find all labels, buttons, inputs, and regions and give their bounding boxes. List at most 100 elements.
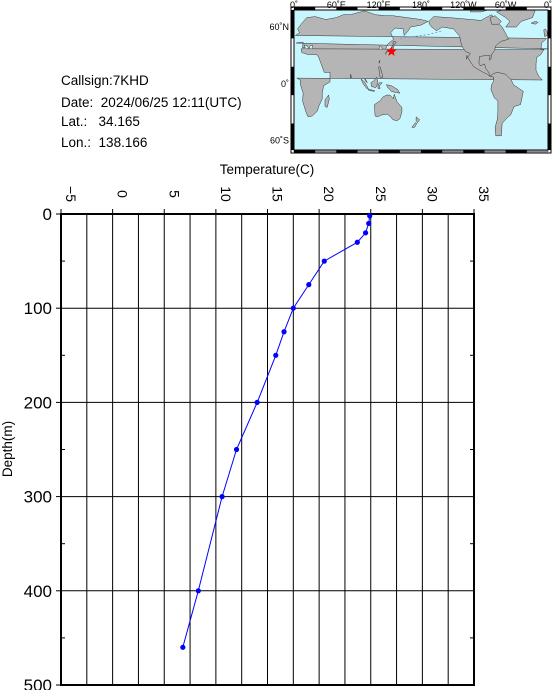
series-line [182,215,371,648]
data-point [321,258,327,264]
data-point [233,446,240,453]
land-baffin [489,15,502,25]
data-point [366,220,372,227]
y-axis-label: Depth(m) [0,421,15,477]
y-tick-label: 400 [24,582,52,601]
data-point [354,239,360,245]
data-point [195,588,201,594]
map-frame-segment [294,150,316,153]
land-new-zealand-north [415,116,420,124]
callsign-label: Callsign: [61,73,113,88]
map-lon-label: 120˚E [367,0,391,10]
lon-value: 138.166 [98,135,148,150]
temperature-profile-chart: −5 0 5 10 15 20 25 30 35 0 100 200 300 400 500 Tempera… [0,162,492,690]
location-star-icon [386,46,397,56]
y-tick-label: 0 [43,205,52,224]
x-tick-label: 25 [373,186,389,202]
lat-label: Lat.: [61,114,88,129]
axis-ticks: −5 0 5 10 15 20 25 30 35 0 100 200 300 400 500 [24,186,492,690]
data-point [367,213,373,219]
data-point [362,230,369,236]
map-frame-segment [294,7,316,10]
map-lon-label: 0˚ [544,0,552,10]
land-iceland [530,21,539,25]
map-frame-segment [505,7,527,10]
land-sri-lanka [350,74,353,79]
y-tick-label: 500 [24,676,52,690]
data-point [219,494,225,500]
map-frame-segment [421,150,443,153]
x-tick-label: 5 [166,190,182,198]
data-point [281,329,287,335]
map-frame-segment [336,150,358,153]
map-labels: 0˚ 60˚E 120˚E 180˚ 120˚W 60˚W 0˚ 60˚N 0˚ 60˚S [269,0,552,146]
map-frame-segment [421,7,443,10]
map-frame-segment [291,123,294,150]
map-frame-segment [378,7,400,10]
land-sumatra [360,78,370,91]
map-lat-label: 0˚ [281,79,289,89]
land-madagascar [324,94,330,108]
lon-row: Lon.: 138.166 [61,135,147,150]
data-point [273,352,279,358]
land-java [368,89,375,92]
map-lon-label: 180˚ [412,0,430,10]
x-tick-label: 10 [218,186,234,202]
map-frame-segment [548,66,551,96]
land-new-zealand-south [411,122,418,128]
data-point [180,644,186,650]
lat-row: Lat.: 34.165 [61,114,140,129]
data-point [290,305,296,311]
data-point [306,282,312,288]
map-frame [290,6,552,154]
map-frame-segment [291,10,294,39]
date-row: Date: 2024/06/25 12:11(UTC) [61,95,242,110]
map-frame-segment [336,7,358,10]
map-lon-label: 120˚W [450,0,477,10]
map-frame-segment [463,7,485,10]
lon-label: Lon.: [61,135,92,150]
map-boundary-line [399,30,443,39]
y-tick-label: 300 [24,488,52,507]
callsign-row: Callsign:7KHD [61,73,149,88]
map-frame-segment [548,10,551,39]
land-philippines [378,66,384,78]
y-tick-label: 100 [24,299,52,318]
map-lat-label: 60˚S [270,136,289,146]
land-taiwan [378,59,381,64]
map-lon-label: 60˚E [327,0,346,10]
x-tick-label: 30 [424,186,440,202]
date-label: Date: [61,95,94,110]
map-lat-label: 60˚N [269,22,289,32]
x-tick-label: 20 [321,186,337,202]
date-value: 2024/06/25 12:11(UTC) [100,95,242,110]
lat-value: 34.165 [98,114,140,129]
land-hokkaido [392,40,397,45]
land-australia [374,94,403,121]
x-tick-label: 15 [270,186,286,202]
x-tick-label: 35 [476,186,492,202]
x-tick-label: −5 [63,186,79,202]
map-frame-segment [378,150,400,153]
x-tick-label: 0 [115,190,131,198]
land-uk [543,28,548,37]
map-lon-label: 60˚W [495,0,517,10]
chart-grid [61,214,474,685]
land-sulawesi [377,82,383,89]
map-lon-label: 0˚ [290,0,298,10]
series-temperature [180,213,373,650]
map-frame-segment [463,150,485,153]
land-new-guinea [385,84,401,94]
map-frame-segment [505,150,527,153]
map-frame-segment [548,123,551,150]
map-frame-segment [291,66,294,96]
callsign-value: 7KHD [112,73,149,88]
land-south-america [489,72,524,137]
x-axis-label: Temperature(C) [220,162,315,177]
data-point [254,399,260,405]
position-marker [386,46,397,56]
land-borneo [370,76,379,88]
y-tick-label: 200 [24,393,52,412]
world-map: 0˚ 60˚E 120˚E 180˚ 120˚W 60˚W 0˚ 60˚N 0˚ 60˚S [269,0,552,154]
